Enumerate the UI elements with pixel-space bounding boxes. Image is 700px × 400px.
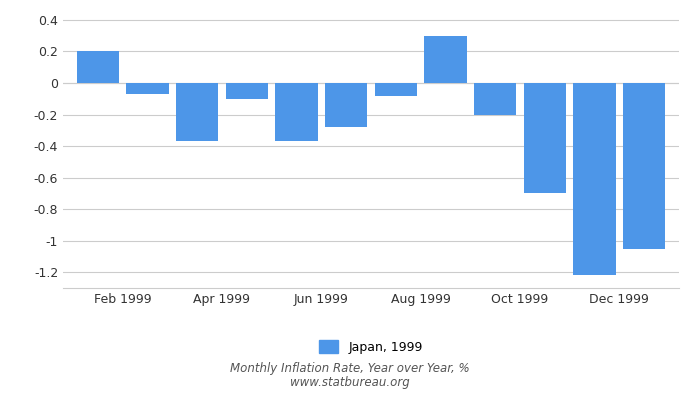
- Bar: [176, 83, 218, 141]
- Bar: [623, 83, 665, 248]
- Legend: Japan, 1999: Japan, 1999: [314, 336, 428, 359]
- Bar: [126, 83, 169, 94]
- Bar: [474, 83, 517, 114]
- Bar: [275, 83, 318, 141]
- Bar: [225, 83, 268, 99]
- Bar: [77, 52, 119, 83]
- Text: www.statbureau.org: www.statbureau.org: [290, 376, 410, 389]
- Bar: [374, 83, 417, 96]
- Bar: [524, 83, 566, 193]
- Bar: [573, 83, 616, 275]
- Text: Monthly Inflation Rate, Year over Year, %: Monthly Inflation Rate, Year over Year, …: [230, 362, 470, 375]
- Bar: [325, 83, 368, 127]
- Bar: [424, 36, 467, 83]
